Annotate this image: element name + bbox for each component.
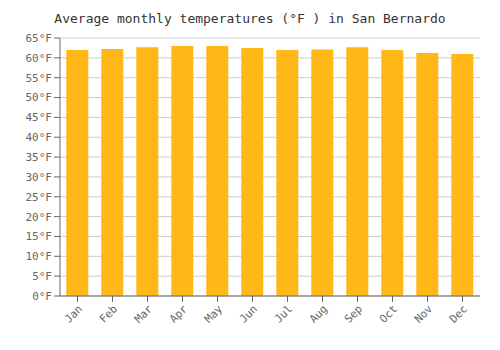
svg-text:60°F: 60°F [26, 52, 53, 65]
svg-text:65°F: 65°F [26, 32, 53, 45]
svg-text:Aug: Aug [307, 302, 330, 325]
svg-text:20°F: 20°F [26, 211, 53, 224]
svg-text:10°F: 10°F [26, 250, 53, 263]
svg-text:Sep: Sep [342, 302, 365, 325]
svg-text:35°F: 35°F [26, 151, 53, 164]
svg-text:Mar: Mar [132, 302, 156, 326]
svg-text:Jul: Jul [272, 302, 295, 325]
svg-text:0°F: 0°F [32, 290, 52, 303]
svg-text:5°F: 5°F [32, 270, 52, 283]
svg-text:15°F: 15°F [26, 230, 53, 243]
svg-text:Jan: Jan [62, 302, 85, 325]
svg-text:45°F: 45°F [26, 111, 53, 124]
svg-text:Dec: Dec [447, 302, 470, 325]
html-text:Average monthly temperatures (: Average monthly temperatures (°F ) in Sa… [54, 11, 446, 26]
svg-text:Oct: Oct [377, 302, 400, 325]
svg-text:40°F: 40°F [26, 131, 53, 144]
svg-text:30°F: 30°F [26, 171, 53, 184]
svg-text:Feb: Feb [97, 302, 120, 325]
svg-text:Apr: Apr [167, 302, 191, 326]
svg-text:Nov: Nov [412, 302, 436, 326]
svg-text:50°F: 50°F [26, 91, 53, 104]
svg-text:25°F: 25°F [26, 191, 53, 204]
svg-text:May: May [202, 302, 226, 326]
svg-text:Jun: Jun [237, 302, 260, 325]
svg-text:55°F: 55°F [26, 72, 53, 85]
